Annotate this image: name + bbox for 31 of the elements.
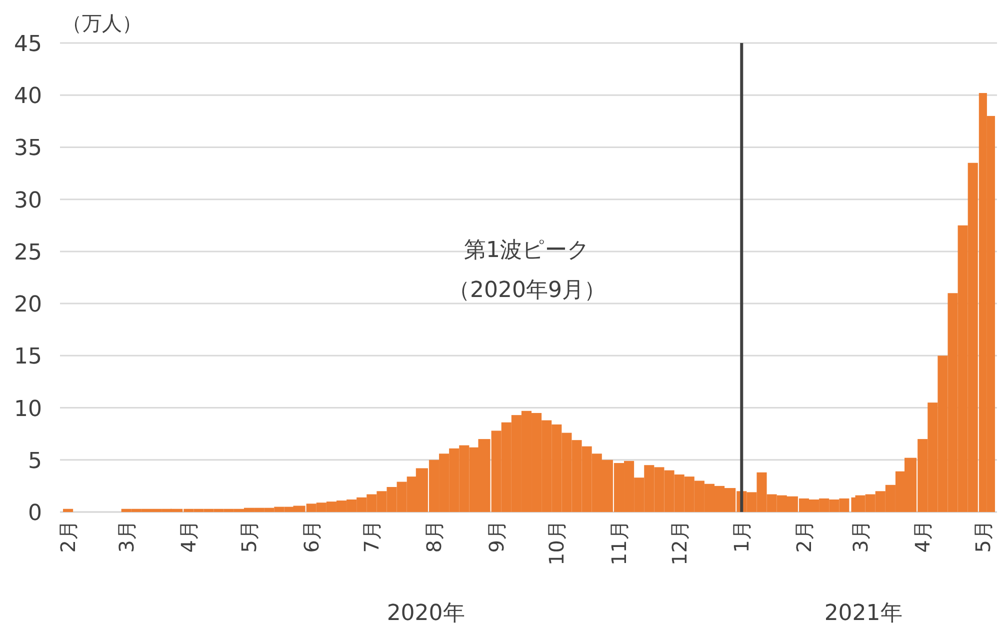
- x-tick-label: 8月: [422, 520, 446, 553]
- x-tick-label: 3月: [114, 520, 138, 553]
- y-tick-label: 45: [14, 32, 42, 57]
- text: 2021年: [824, 601, 902, 626]
- x-tick-label: 5月: [237, 520, 262, 553]
- y-tick-label: 5: [28, 448, 42, 474]
- y-tick-label: 20: [14, 292, 42, 318]
- y-tick-label: 40: [14, 84, 42, 110]
- x-tick-label: 11月: [606, 520, 631, 566]
- x-tick-label: 1月: [730, 520, 754, 553]
- x-tick-label: 3月: [848, 520, 872, 553]
- x-tick-label: 5月: [970, 520, 995, 553]
- x-tick-label: 2月: [792, 520, 816, 553]
- y-tick-label: 0: [28, 501, 42, 526]
- y-tick-label: 25: [14, 240, 42, 266]
- x-tick-label: 6月: [299, 520, 324, 553]
- annotation: 第1波ピーク: [464, 238, 590, 263]
- x-tick-label: 12月: [667, 520, 692, 566]
- x-tick-label: 9月: [484, 520, 508, 553]
- x-tick-label: 10月: [544, 520, 569, 566]
- y-tick-label: 30: [14, 188, 42, 214]
- y-tick-label: 10: [14, 396, 42, 422]
- x-tick-label: 7月: [360, 520, 384, 553]
- annotation: （2020年9月）: [448, 278, 606, 303]
- x-tick-label: 4月: [176, 520, 201, 553]
- y-tick-label: 15: [14, 344, 42, 370]
- y-axis-title: （万人）: [62, 11, 142, 35]
- text: 2020年: [386, 601, 465, 626]
- y-tick-label: 35: [14, 136, 42, 162]
- x-tick-label: 2月: [56, 520, 80, 553]
- x-tick-label: 4月: [910, 520, 935, 553]
